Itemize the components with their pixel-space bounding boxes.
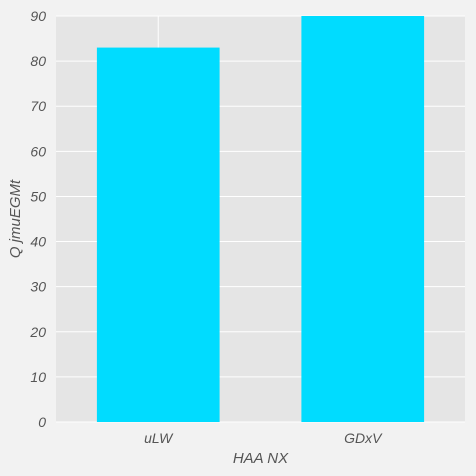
y-tick-label: 40 (30, 234, 46, 250)
y-tick-label: 60 (30, 143, 46, 159)
x-axis-ticks: uLW GDxV (144, 430, 383, 446)
y-tick-label: 90 (30, 8, 46, 24)
bars (96, 16, 425, 422)
bar-GDxV (301, 16, 425, 422)
y-axis-title: Q jmuEGMt (7, 179, 24, 258)
y-tick-label: 0 (38, 414, 46, 430)
bar-uLW (96, 47, 220, 422)
y-tick-label: 50 (30, 188, 46, 204)
x-axis-title: HAA NX (233, 450, 289, 467)
y-tick-label: 10 (30, 369, 46, 385)
x-tick-label: uLW (144, 430, 174, 446)
x-tick-label: GDxV (344, 430, 383, 446)
y-tick-label: 30 (30, 279, 46, 295)
y-tick-label: 70 (30, 98, 46, 114)
y-axis-ticks: 0 10 20 30 40 50 60 70 80 90 (29, 8, 46, 430)
y-tick-label: 20 (29, 324, 46, 340)
y-tick-label: 80 (30, 53, 46, 69)
